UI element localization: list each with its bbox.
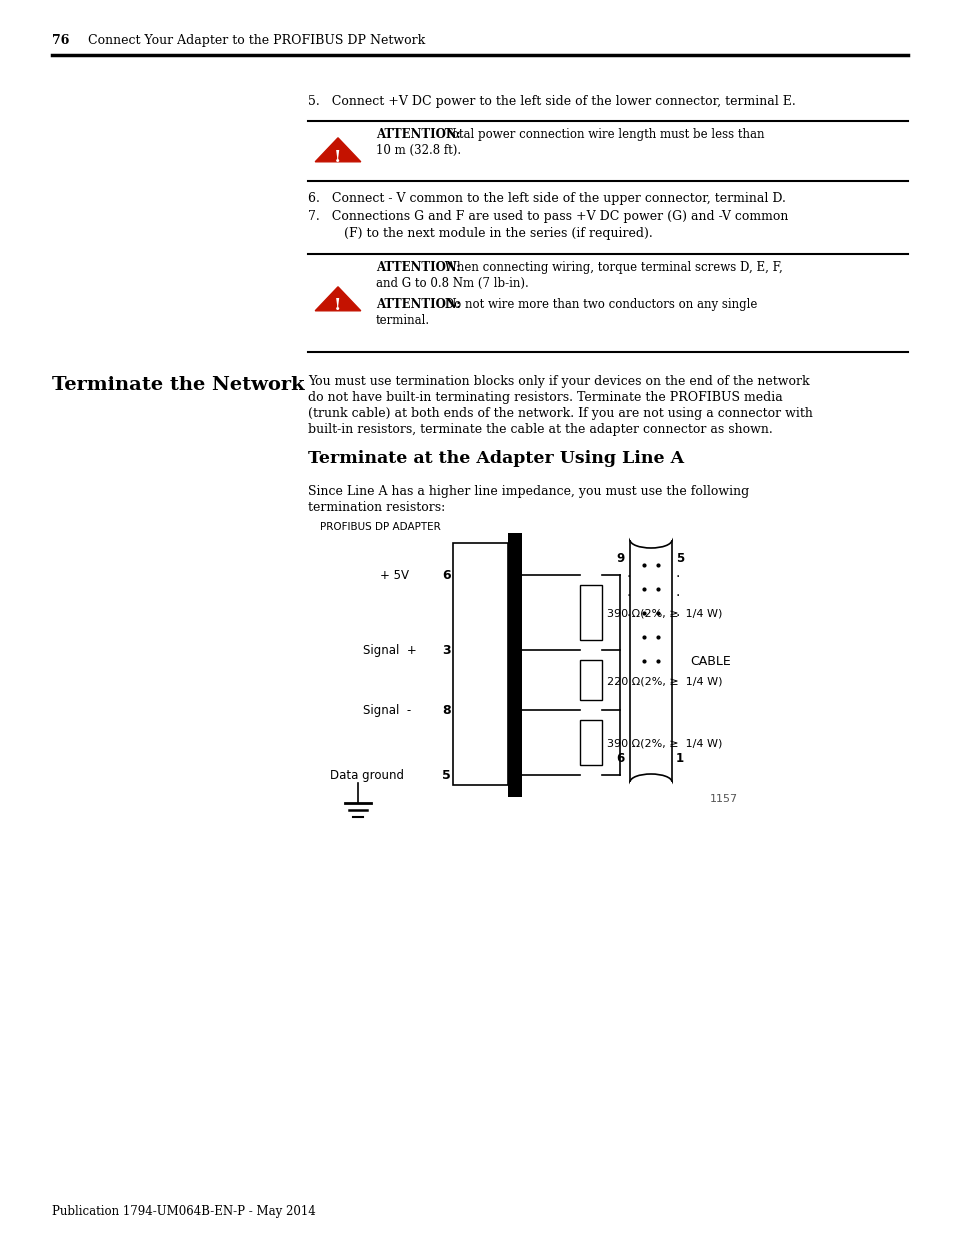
Polygon shape xyxy=(314,287,360,311)
Text: ATTENTION:: ATTENTION: xyxy=(375,261,460,274)
Text: 7.   Connections G and F are used to pass +V DC power (G) and -V common: 7. Connections G and F are used to pass … xyxy=(308,210,787,224)
Text: Signal  +: Signal + xyxy=(363,643,416,657)
Text: 8: 8 xyxy=(441,704,450,718)
Bar xyxy=(507,534,521,797)
Text: When connecting wiring, torque terminal screws D, E, F,: When connecting wiring, torque terminal … xyxy=(440,261,781,274)
Bar xyxy=(629,782,671,790)
Text: 3: 3 xyxy=(441,643,450,657)
Text: 5.   Connect +V DC power to the left side of the lower connector, terminal E.: 5. Connect +V DC power to the left side … xyxy=(308,95,795,107)
Text: ATTENTION:: ATTENTION: xyxy=(375,298,460,311)
Text: (F) to the next module in the series (if required).: (F) to the next module in the series (if… xyxy=(319,227,652,240)
Ellipse shape xyxy=(629,774,671,790)
Text: ·
·
·: · · · xyxy=(626,571,631,622)
Bar xyxy=(579,585,601,640)
Text: 1: 1 xyxy=(676,752,683,764)
Text: do not have built-in terminating resistors. Terminate the PROFIBUS media: do not have built-in terminating resisto… xyxy=(308,391,781,404)
Text: termination resistors:: termination resistors: xyxy=(308,501,445,514)
Text: Publication 1794-UM064B-EN-P - May 2014: Publication 1794-UM064B-EN-P - May 2014 xyxy=(52,1205,315,1218)
Text: 6: 6 xyxy=(616,752,623,764)
Text: ·
·
·: · · · xyxy=(676,571,679,622)
Text: Data ground: Data ground xyxy=(330,769,403,782)
Bar xyxy=(629,540,671,782)
Bar xyxy=(453,543,507,785)
Text: CABLE: CABLE xyxy=(689,655,730,668)
Text: 220 Ω(2%, ≥  1/4 W): 220 Ω(2%, ≥ 1/4 W) xyxy=(606,676,721,685)
Text: 390 Ω(2%, ≥  1/4 W): 390 Ω(2%, ≥ 1/4 W) xyxy=(606,609,721,619)
Text: 10 m (32.8 ft).: 10 m (32.8 ft). xyxy=(375,144,460,157)
Text: Total power connection wire length must be less than: Total power connection wire length must … xyxy=(440,128,763,141)
Text: (trunk cable) at both ends of the network. If you are not using a connector with: (trunk cable) at both ends of the networ… xyxy=(308,408,812,420)
Text: ATTENTION:: ATTENTION: xyxy=(375,128,460,141)
Text: 6: 6 xyxy=(441,569,450,582)
Ellipse shape xyxy=(629,532,671,548)
Text: !: ! xyxy=(334,148,341,165)
Bar xyxy=(579,720,601,764)
Text: Do not wire more than two conductors on any single: Do not wire more than two conductors on … xyxy=(440,298,757,311)
Text: Terminate at the Adapter Using Line A: Terminate at the Adapter Using Line A xyxy=(308,450,683,467)
Text: 9: 9 xyxy=(616,552,623,564)
Text: + 5V: + 5V xyxy=(379,569,409,582)
Bar xyxy=(579,659,601,700)
Text: 1157: 1157 xyxy=(709,794,738,804)
Polygon shape xyxy=(314,138,360,162)
Text: 390 Ω(2%, ≥  1/4 W): 390 Ω(2%, ≥ 1/4 W) xyxy=(606,739,721,748)
Bar xyxy=(629,531,671,540)
Text: 5: 5 xyxy=(441,769,450,782)
Text: Since Line A has a higher line impedance, you must use the following: Since Line A has a higher line impedance… xyxy=(308,485,748,498)
Text: You must use termination blocks only if your devices on the end of the network: You must use termination blocks only if … xyxy=(308,375,809,388)
Text: 76: 76 xyxy=(52,35,70,47)
Text: terminal.: terminal. xyxy=(375,314,430,327)
Text: 6.   Connect - V common to the left side of the upper connector, terminal D.: 6. Connect - V common to the left side o… xyxy=(308,191,785,205)
Text: PROFIBUS DP ADAPTER: PROFIBUS DP ADAPTER xyxy=(319,522,440,532)
Text: !: ! xyxy=(334,298,341,315)
Text: built-in resistors, terminate the cable at the adapter connector as shown.: built-in resistors, terminate the cable … xyxy=(308,424,772,436)
Text: and G to 0.8 Nm (7 lb-in).: and G to 0.8 Nm (7 lb-in). xyxy=(375,277,528,290)
Text: Signal  -: Signal - xyxy=(363,704,411,718)
Text: 5: 5 xyxy=(676,552,683,564)
Text: Terminate the Network: Terminate the Network xyxy=(52,375,304,394)
Text: Connect Your Adapter to the PROFIBUS DP Network: Connect Your Adapter to the PROFIBUS DP … xyxy=(88,35,425,47)
